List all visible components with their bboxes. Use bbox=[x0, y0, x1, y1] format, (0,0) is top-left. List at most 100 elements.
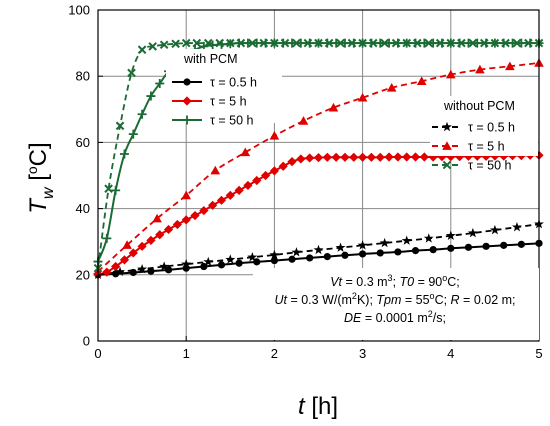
data-point-with-pcm-tau-5 bbox=[208, 200, 218, 210]
legend-entry: τ = 0.5 h bbox=[172, 76, 257, 90]
data-point-without-pcm-tau-50 bbox=[380, 38, 389, 48]
data-point-with-pcm-tau-0_5 bbox=[411, 247, 420, 255]
legend-label: τ = 0.5 h bbox=[210, 76, 257, 90]
legend-entry: τ = 5 h bbox=[172, 95, 247, 109]
data-point-without-pcm-tau-50 bbox=[127, 68, 136, 78]
data-point-without-pcm-tau-50 bbox=[358, 38, 367, 48]
data-point-without-pcm-tau-5 bbox=[357, 92, 368, 102]
data-point-with-pcm-tau-0_5 bbox=[235, 259, 243, 267]
data-point-with-pcm-tau-5 bbox=[402, 152, 412, 162]
parameters-background bbox=[253, 268, 539, 340]
data-point-with-pcm-tau-0_5 bbox=[306, 254, 314, 262]
data-point-with-pcm-tau-5 bbox=[393, 152, 403, 162]
data-point-with-pcm-tau-0_5 bbox=[429, 246, 437, 254]
data-point-without-pcm-tau-50 bbox=[501, 38, 510, 48]
data-point-without-pcm-tau-50 bbox=[446, 38, 456, 48]
data-point-with-pcm-tau-5 bbox=[278, 161, 288, 171]
data-point-with-pcm-tau-0_5 bbox=[341, 251, 349, 259]
data-point-without-pcm-tau-50 bbox=[480, 38, 489, 48]
data-point-with-pcm-tau-5 bbox=[243, 180, 253, 191]
x-tick-label: 3 bbox=[359, 346, 366, 361]
data-point-with-pcm-tau-5 bbox=[128, 248, 138, 258]
data-point-with-pcm-tau-0_5 bbox=[147, 267, 155, 275]
data-point-with-pcm-tau-50 bbox=[128, 129, 138, 139]
data-point-without-pcm-tau-50 bbox=[391, 38, 401, 48]
data-point-with-pcm-tau-0_5 bbox=[447, 244, 455, 252]
data-point-without-pcm-tau-50 bbox=[181, 38, 191, 48]
legend-label: τ = 50 h bbox=[210, 114, 254, 128]
data-point-with-pcm-tau-5 bbox=[349, 152, 359, 162]
data-point-without-pcm-tau-50 bbox=[225, 38, 235, 48]
data-point-without-pcm-tau-0_5 bbox=[445, 230, 456, 240]
data-point-without-pcm-tau-50 bbox=[368, 38, 378, 48]
data-point-without-pcm-tau-5 bbox=[416, 76, 427, 86]
data-point-with-pcm-tau-0_5 bbox=[359, 250, 367, 258]
data-point-with-pcm-tau-5 bbox=[155, 230, 165, 240]
y-tick-label: 0 bbox=[83, 334, 90, 349]
data-point-without-pcm-tau-5 bbox=[181, 190, 191, 200]
data-point-with-pcm-tau-5 bbox=[410, 152, 421, 162]
data-point-without-pcm-tau-5 bbox=[122, 240, 132, 249]
data-point-without-pcm-tau-5 bbox=[386, 82, 397, 92]
data-point-with-pcm-tau-5 bbox=[313, 153, 324, 163]
data-point-without-pcm-tau-5 bbox=[152, 213, 162, 223]
data-point-with-pcm-tau-5 bbox=[287, 156, 297, 167]
y-tick-label: 40 bbox=[76, 201, 90, 216]
data-point-without-pcm-tau-50 bbox=[280, 38, 290, 48]
data-point-without-pcm-tau-50 bbox=[412, 38, 422, 48]
data-point-without-pcm-tau-0_5 bbox=[225, 254, 236, 264]
y-tick-label: 60 bbox=[76, 135, 90, 150]
series-markers-without-pcm-tau-5 bbox=[93, 58, 544, 276]
data-point-with-pcm-tau-50 bbox=[137, 109, 147, 119]
data-point-with-pcm-tau-5 bbox=[137, 241, 147, 251]
data-point-with-pcm-tau-5 bbox=[225, 190, 235, 200]
parameter-line: Vt = 0.3 m3; T0 = 90oC; bbox=[330, 273, 460, 289]
legend-marker bbox=[442, 160, 452, 170]
legend-entry: τ = 50 h bbox=[172, 114, 254, 128]
legend-without-pcm-title: without PCM bbox=[443, 99, 515, 113]
data-point-without-pcm-tau-0_5 bbox=[291, 247, 302, 257]
data-point-with-pcm-tau-5 bbox=[181, 215, 191, 225]
data-point-without-pcm-tau-0_5 bbox=[401, 235, 412, 245]
legend-with-pcm-title: with PCM bbox=[183, 52, 237, 66]
legend-with-pcm-background bbox=[166, 49, 282, 123]
data-point-with-pcm-tau-50 bbox=[155, 78, 165, 88]
data-point-without-pcm-tau-50 bbox=[192, 38, 202, 48]
legend-entry: τ = 5 h bbox=[432, 140, 505, 154]
data-point-without-pcm-tau-5 bbox=[240, 147, 251, 157]
legend-marker bbox=[182, 96, 192, 106]
legend-label: τ = 5 h bbox=[210, 95, 247, 109]
data-point-with-pcm-tau-50 bbox=[119, 149, 129, 159]
data-point-without-pcm-tau-0_5 bbox=[181, 259, 192, 269]
data-point-without-pcm-tau-50 bbox=[468, 38, 478, 48]
data-point-with-pcm-tau-5 bbox=[199, 205, 209, 216]
parameters-box: Vt = 0.3 m3; T0 = 90oC; Ut = 0.3 W/(m2K);… bbox=[274, 273, 515, 325]
legend-label: τ = 5 h bbox=[468, 140, 505, 154]
data-point-without-pcm-tau-50 bbox=[424, 38, 434, 48]
data-point-with-pcm-tau-5 bbox=[384, 152, 394, 162]
data-point-with-pcm-tau-5 bbox=[340, 152, 350, 162]
data-point-without-pcm-tau-50 bbox=[137, 45, 147, 55]
data-point-with-pcm-tau-0_5 bbox=[500, 241, 508, 249]
parameter-line: DE = 0.0001 m2/s; bbox=[344, 309, 446, 325]
legend-marker bbox=[442, 121, 452, 132]
data-point-with-pcm-tau-5 bbox=[252, 175, 262, 186]
data-point-with-pcm-tau-5 bbox=[419, 152, 429, 162]
data-point-without-pcm-tau-5 bbox=[328, 102, 339, 112]
data-point-without-pcm-tau-50 bbox=[524, 38, 533, 48]
data-point-without-pcm-tau-0_5 bbox=[115, 266, 125, 277]
data-point-with-pcm-tau-5 bbox=[366, 152, 377, 162]
legend-label: τ = 0.5 h bbox=[468, 121, 515, 135]
data-point-without-pcm-tau-0_5 bbox=[269, 249, 280, 260]
data-point-without-pcm-tau-0_5 bbox=[203, 256, 214, 267]
data-point-without-pcm-tau-50 bbox=[203, 38, 213, 48]
y-tick-label: 100 bbox=[68, 3, 90, 18]
series-markers-with-pcm-tau-5 bbox=[93, 150, 544, 280]
data-point-without-pcm-tau-50 bbox=[457, 38, 466, 48]
data-point-with-pcm-tau-5 bbox=[296, 154, 306, 164]
series-markers bbox=[93, 38, 544, 280]
data-point-without-pcm-tau-5 bbox=[269, 130, 280, 140]
series-line-without-pcm-tau-5 bbox=[97, 62, 540, 273]
data-point-without-pcm-tau-5 bbox=[505, 61, 515, 71]
data-point-without-pcm-tau-0_5 bbox=[489, 224, 500, 235]
